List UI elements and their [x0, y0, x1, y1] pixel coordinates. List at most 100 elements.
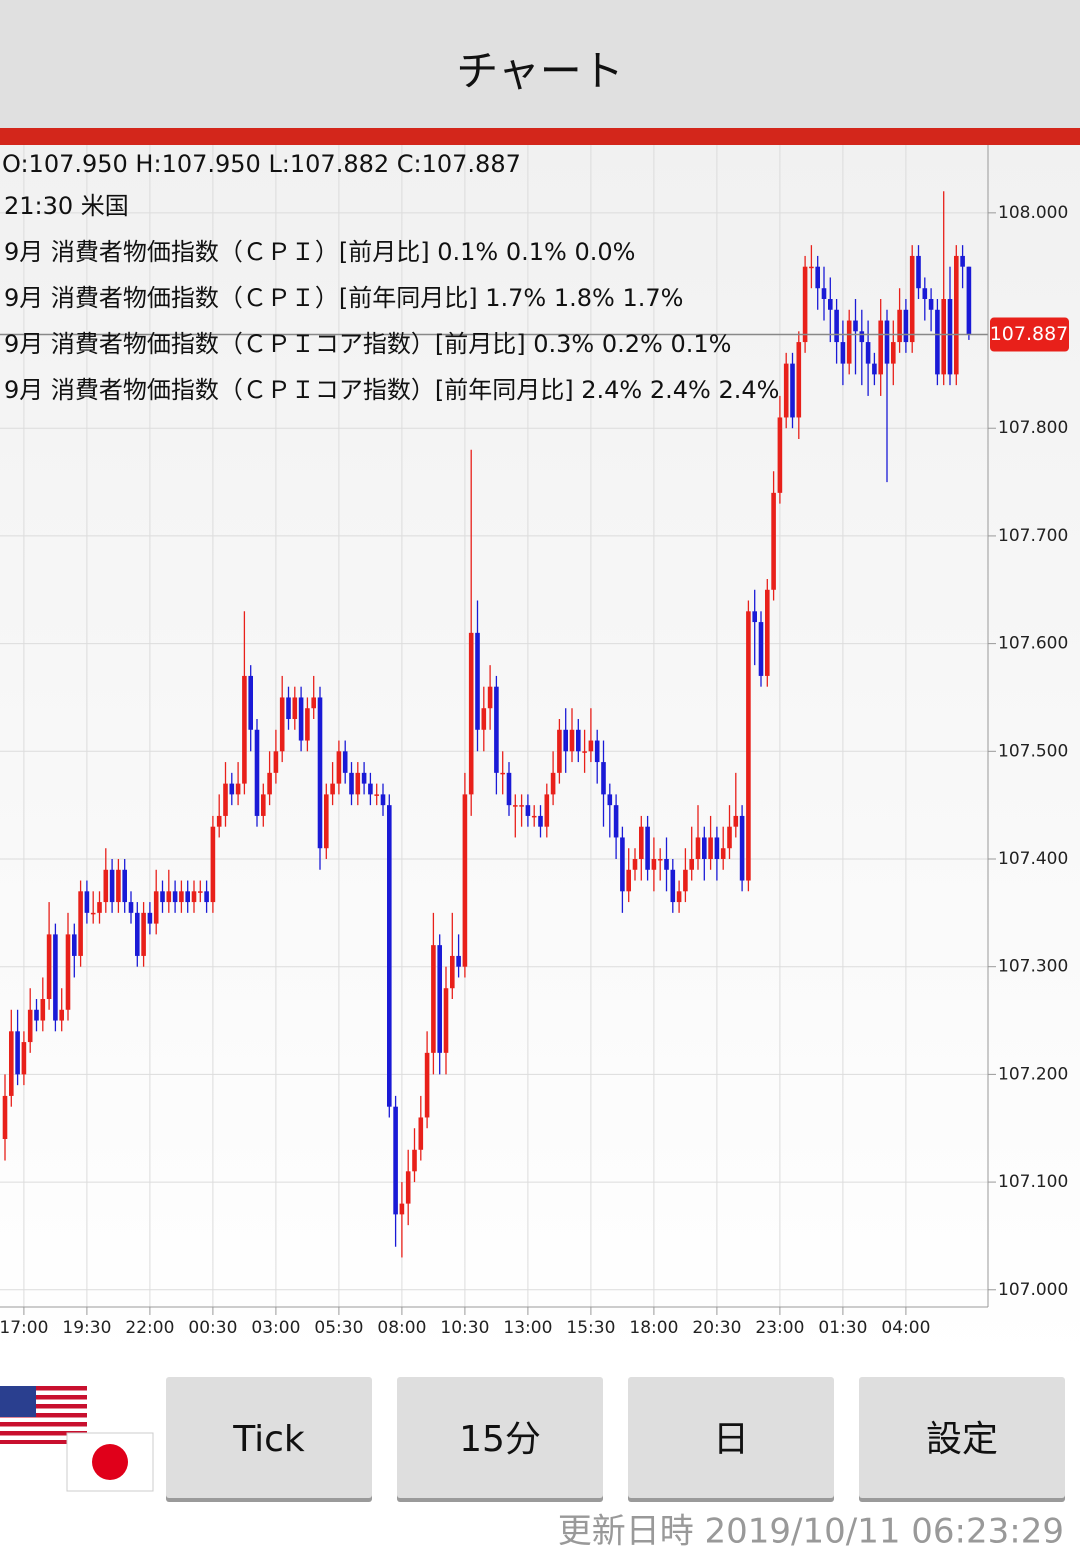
candle-body [487, 686, 493, 709]
candle-body [664, 859, 669, 870]
button-face[interactable] [628, 1377, 834, 1498]
candle-body [525, 805, 531, 816]
y-tick-label: 107.000 [998, 1280, 1068, 1300]
tab-button[interactable]: 設定 [859, 1377, 1065, 1502]
candle-body [544, 794, 550, 827]
candle-body [538, 815, 543, 827]
candle-body [828, 299, 833, 310]
candle-body [475, 632, 480, 730]
button-face[interactable] [397, 1377, 603, 1498]
candle-body [443, 988, 449, 1053]
button-label[interactable]: 15分 [459, 1419, 541, 1460]
button-label[interactable]: Tick [232, 1419, 305, 1460]
x-tick-label: 03:00 [251, 1318, 300, 1338]
candle-body [141, 912, 146, 956]
ohlc: O:107.950 H:107.950 L:107.882 C:107.887 [2, 150, 521, 178]
candle-body [796, 342, 802, 418]
candle-body [809, 266, 814, 269]
candle-body [9, 1031, 14, 1096]
indicator: 9月 消費者物価指数（ＣＰＩ）[前月比] 0.1% 0.1% 0.0% [4, 238, 635, 266]
button-label[interactable]: 日 [713, 1419, 749, 1460]
indicator: 9月 消費者物価指数（ＣＰＩ）[前年同月比] 1.7% 1.8% 1.7% [4, 284, 683, 312]
candle-body [34, 1009, 39, 1021]
candle-body [557, 729, 562, 773]
candle-body [739, 815, 745, 881]
candle-body [267, 772, 272, 795]
candle-body [815, 266, 820, 289]
candle-body [330, 783, 335, 795]
candle-body [103, 869, 109, 903]
tab-button[interactable]: 15分 [397, 1377, 603, 1502]
candle-body [626, 869, 631, 892]
candle-body [292, 697, 298, 719]
candle-body [821, 288, 827, 299]
candle-body [160, 891, 165, 903]
candle-body [97, 902, 102, 913]
candle-body [380, 794, 386, 806]
button-face[interactable] [859, 1377, 1065, 1498]
candle-body [771, 492, 776, 590]
candle-body [248, 675, 253, 730]
candle-body [676, 891, 682, 903]
candle-body [166, 891, 172, 903]
candle-body [519, 805, 524, 807]
candle-body [714, 837, 720, 859]
candle-body [884, 320, 890, 364]
candle-body [223, 783, 228, 816]
accent-bar [0, 128, 1080, 145]
candle-body [928, 299, 934, 310]
tab-button[interactable]: Tick [166, 1377, 372, 1502]
candle-body [462, 794, 468, 967]
y-tick-label: 107.300 [998, 957, 1068, 977]
candle-body [651, 859, 657, 870]
candle-body [40, 999, 46, 1021]
candle-body [84, 891, 90, 913]
candle-body [216, 815, 222, 827]
candle-body [506, 772, 512, 806]
candle-body [191, 891, 197, 903]
header-bar [0, 0, 1080, 128]
candle-body [122, 869, 127, 903]
candle-body [72, 934, 77, 956]
candle-body [966, 266, 972, 335]
button-face[interactable] [166, 1377, 372, 1498]
candle-body [109, 869, 115, 903]
candle-body [613, 805, 619, 838]
candle-body [922, 288, 928, 299]
candle-body [424, 1052, 430, 1118]
candle-body [935, 309, 940, 375]
candle-body [909, 255, 915, 343]
x-tick-label: 19:30 [62, 1318, 111, 1338]
x-tick-label: 18:00 [629, 1318, 678, 1338]
candle-body [311, 697, 316, 709]
indicator: 9月 消費者物価指数（ＣＰＩコア指数）[前月比] 0.3% 0.2% 0.1% [4, 330, 731, 358]
candle-body [733, 815, 739, 827]
candle-body [324, 794, 329, 849]
candle-body [286, 697, 291, 719]
candle-body [349, 772, 354, 795]
candle-body [198, 891, 203, 893]
candle-body [128, 902, 134, 913]
candle-body [689, 859, 694, 870]
candle-body [727, 826, 732, 849]
x-tick-label: 04:00 [881, 1318, 930, 1338]
x-tick-label: 22:00 [125, 1318, 174, 1338]
candle-body [481, 708, 487, 730]
x-tick-label: 05:30 [314, 1318, 363, 1338]
candle-body [960, 255, 965, 267]
candle-body [865, 342, 871, 364]
candle-body [418, 1117, 424, 1150]
candle-body [746, 611, 751, 881]
candle-body [588, 740, 594, 752]
candle-body [670, 869, 676, 903]
x-tick-label: 15:30 [566, 1318, 615, 1338]
candle-body [53, 934, 58, 1021]
candle-body [708, 837, 713, 859]
candle-body [720, 848, 726, 859]
button-label[interactable]: 設定 [926, 1419, 998, 1460]
candle-body [261, 794, 266, 816]
candle-body [891, 342, 896, 364]
candle-body [393, 1106, 398, 1215]
tab-button[interactable]: 日 [628, 1377, 834, 1502]
candle-body [153, 891, 159, 924]
